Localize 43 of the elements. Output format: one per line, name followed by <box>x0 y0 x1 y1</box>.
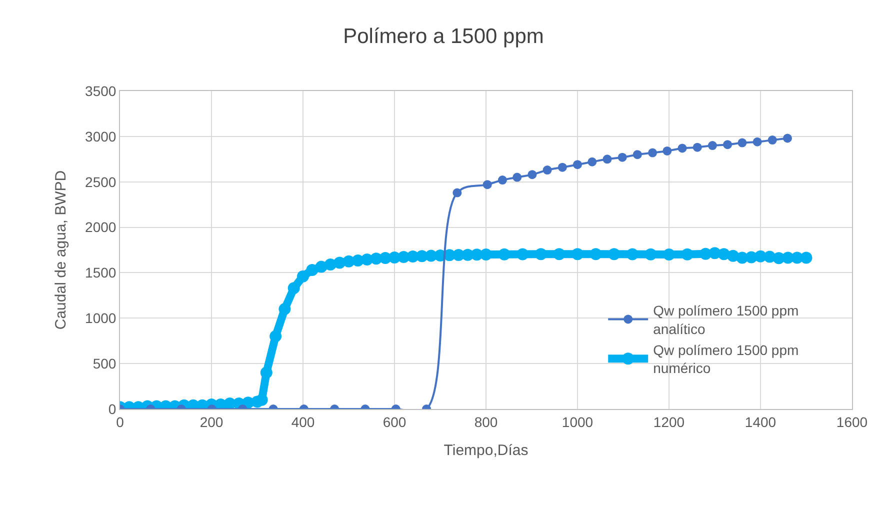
point <box>752 137 762 146</box>
x-tick-label: 1600 <box>836 414 868 430</box>
point <box>512 172 522 182</box>
point <box>678 144 687 153</box>
x-axis-title: Tiempo,Días <box>444 442 528 459</box>
legend-label: Qw polímero 1500 ppm analítico <box>653 302 799 337</box>
x-tick-label: 400 <box>291 414 315 430</box>
point <box>708 141 717 150</box>
x-tick-label: 1200 <box>653 414 685 430</box>
point <box>602 154 612 164</box>
x-tick-label: 1000 <box>562 414 594 430</box>
y-tick-label: 3000 <box>85 128 116 144</box>
x-tick-label: 1400 <box>744 414 776 430</box>
point <box>498 176 507 185</box>
point <box>692 142 702 152</box>
y-tick-label: 500 <box>92 355 116 372</box>
point <box>618 152 627 162</box>
y-tick-label: 1500 <box>85 264 116 281</box>
point <box>662 146 672 156</box>
point <box>723 140 732 150</box>
point <box>528 170 537 180</box>
point <box>573 160 582 170</box>
point <box>452 188 462 198</box>
point <box>542 166 552 175</box>
point <box>558 162 567 172</box>
point <box>588 157 597 166</box>
point <box>482 180 492 190</box>
chart-title: Polímero a 1500 ppm <box>343 24 544 48</box>
point <box>738 138 747 148</box>
x-tick-label: 600 <box>382 414 406 430</box>
y-tick-label: 2500 <box>85 174 116 190</box>
y-tick-label: 1000 <box>85 310 116 326</box>
point <box>648 148 658 158</box>
point <box>768 136 777 145</box>
y-tick-label: 2000 <box>85 219 116 236</box>
y-tick-label: 0 <box>108 400 116 417</box>
y-axis-title: Caudal de agua, BWPD <box>52 170 70 330</box>
y-tick-label: 3500 <box>85 82 116 99</box>
x-tick-label: 800 <box>474 414 498 430</box>
point <box>782 134 792 143</box>
x-tick-label: 200 <box>200 414 224 430</box>
point <box>632 150 642 160</box>
legend-label: Qw polímero 1500 ppm numérico <box>653 342 799 376</box>
